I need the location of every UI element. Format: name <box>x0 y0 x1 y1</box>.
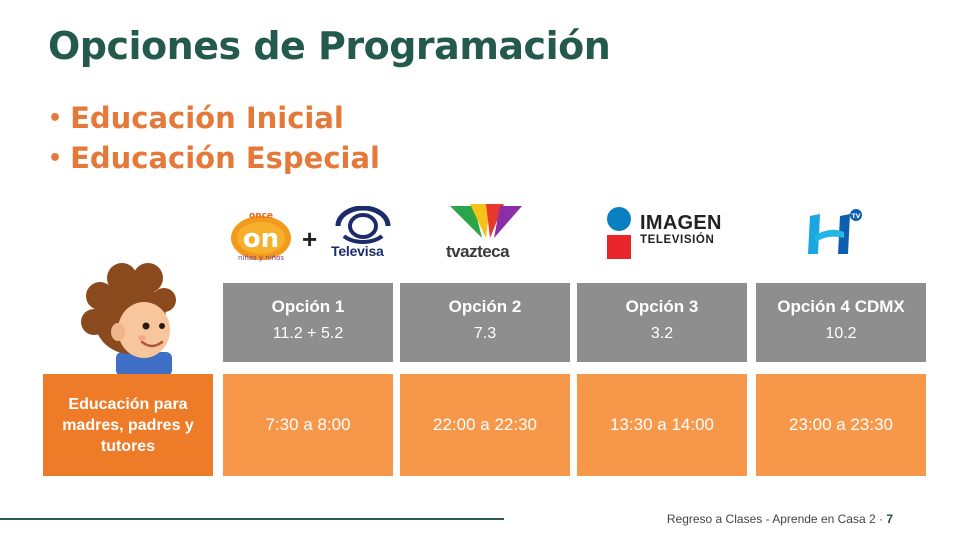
tv-azteca-label: tvazteca <box>446 242 510 261</box>
bullet-dot-icon: • <box>48 106 63 131</box>
child-illustration-icon <box>81 263 176 376</box>
tv-azteca-logo-icon <box>450 204 522 238</box>
option-4-box: Opción 4 CDMX 10.2 <box>756 283 926 362</box>
time-slot-2: 22:00 a 22:30 <box>400 374 570 476</box>
option-name: Opción 3 <box>625 297 699 316</box>
svg-text:TV: TV <box>852 213 861 220</box>
option-channel: 7.3 <box>473 325 497 342</box>
svg-text:on: on <box>243 224 279 254</box>
option-channel: 3.2 <box>650 325 674 342</box>
svg-text:niñas y niños: niñas y niños <box>238 254 284 262</box>
option-3-box: Opción 3 3.2 <box>577 283 747 362</box>
bullet-item: • Educación Especial <box>48 140 380 180</box>
time-slot-3: 13:30 a 14:00 <box>577 374 747 476</box>
bullet-text: Educación Inicial <box>70 101 344 135</box>
televisa-label: Televisa <box>331 243 384 259</box>
footer-text: Regreso a Clases - Aprende en Casa 2 · <box>666 512 887 526</box>
time-slot-4: 23:00 a 23:30 <box>756 374 926 476</box>
footer-divider <box>0 518 504 520</box>
bullet-item: • Educación Inicial <box>48 100 380 140</box>
time-slot-1: 7:30 a 8:00 <box>223 374 393 476</box>
bullet-list: • Educación Inicial • Educación Especial <box>48 100 380 180</box>
imagen-title: IMAGEN <box>640 212 722 234</box>
once-ninas-ninos-logo-icon: on once niñas y niños <box>231 211 291 262</box>
option-channel: 10.2 <box>825 325 857 342</box>
imagen-subtitle: TELEVISIÓN <box>640 234 715 246</box>
option-name: Opción 4 CDMX <box>777 297 905 316</box>
footer: Regreso a Clases - Aprende en Casa 2 · 7 <box>667 512 893 526</box>
bullet-dot-icon: • <box>48 146 63 171</box>
televisa-logo-icon <box>335 206 391 244</box>
option-channel: 11.2 + 5.2 <box>272 325 344 342</box>
slide-title: Opciones de Programación <box>48 24 611 68</box>
option-1-box: Opción 1 11.2 + 5.2 <box>223 283 393 362</box>
row-header-parents: Educación para madres, padres y tutores <box>43 374 213 476</box>
svg-text:once: once <box>249 211 273 221</box>
option-name: Opción 1 <box>271 297 345 316</box>
imagen-television-logo-icon <box>607 207 631 259</box>
option-2-box: Opción 2 7.3 <box>400 283 570 362</box>
canal-h-logo-icon: TV <box>808 209 862 254</box>
option-name: Opción 2 <box>448 297 522 316</box>
bullet-text: Educación Especial <box>70 141 380 175</box>
page-number: 7 <box>886 512 893 526</box>
plus-sign: + <box>302 224 318 254</box>
